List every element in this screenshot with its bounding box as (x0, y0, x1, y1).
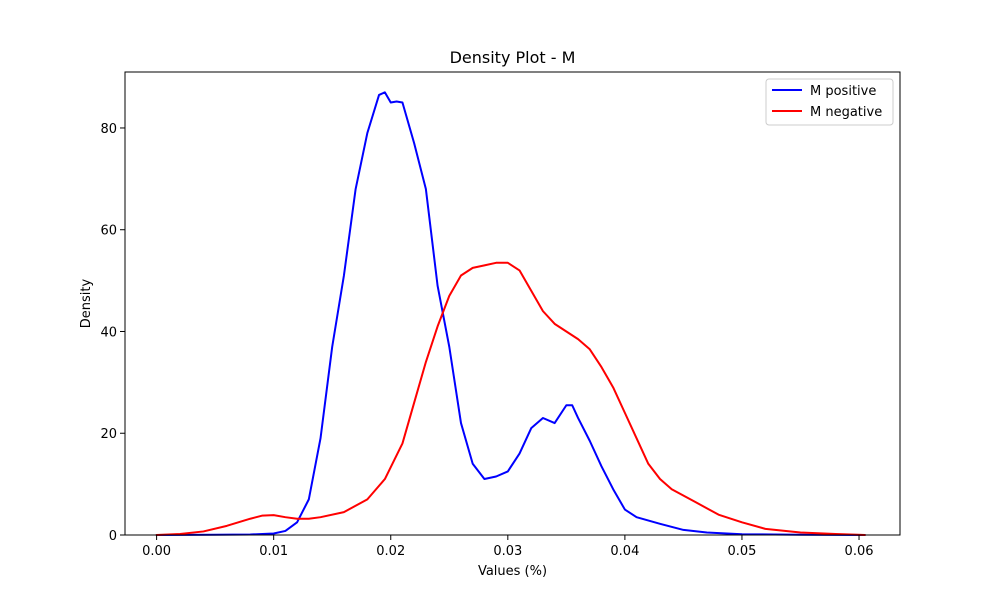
y-tick-label: 80 (100, 122, 117, 137)
x-tick-label: 0.06 (845, 544, 874, 559)
legend: M positive M negative (765, 78, 894, 126)
legend-label-m-positive: M positive (810, 84, 876, 99)
plot-area (155, 91, 866, 536)
y-tick-label: 40 (100, 325, 117, 340)
y-tick-label: 20 (100, 427, 117, 442)
y-tick-label: 60 (100, 224, 117, 239)
x-tick-label: 0.00 (142, 544, 171, 559)
series-line-m-positive (155, 91, 866, 536)
y-tick-label: 0 (109, 529, 117, 544)
x-tick-label: 0.04 (610, 544, 639, 559)
x-tick-label: 0.05 (727, 544, 756, 559)
series-line-m-negative (155, 261, 866, 536)
x-tick-label: 0.03 (493, 544, 522, 559)
x-axis-label: Values (%) (478, 564, 547, 579)
x-tick-label: 0.01 (259, 544, 288, 559)
x-tick-label: 0.02 (376, 544, 405, 559)
chart-title: Density Plot - M (450, 48, 576, 67)
axes: 0.00 0.01 0.02 0.03 0.04 0.05 0.06 0 20 40 60 80 (100, 71, 901, 559)
plot-frame (124, 71, 901, 536)
legend-label-m-negative: M negative (810, 105, 882, 120)
y-axis-label: Density (79, 278, 94, 328)
